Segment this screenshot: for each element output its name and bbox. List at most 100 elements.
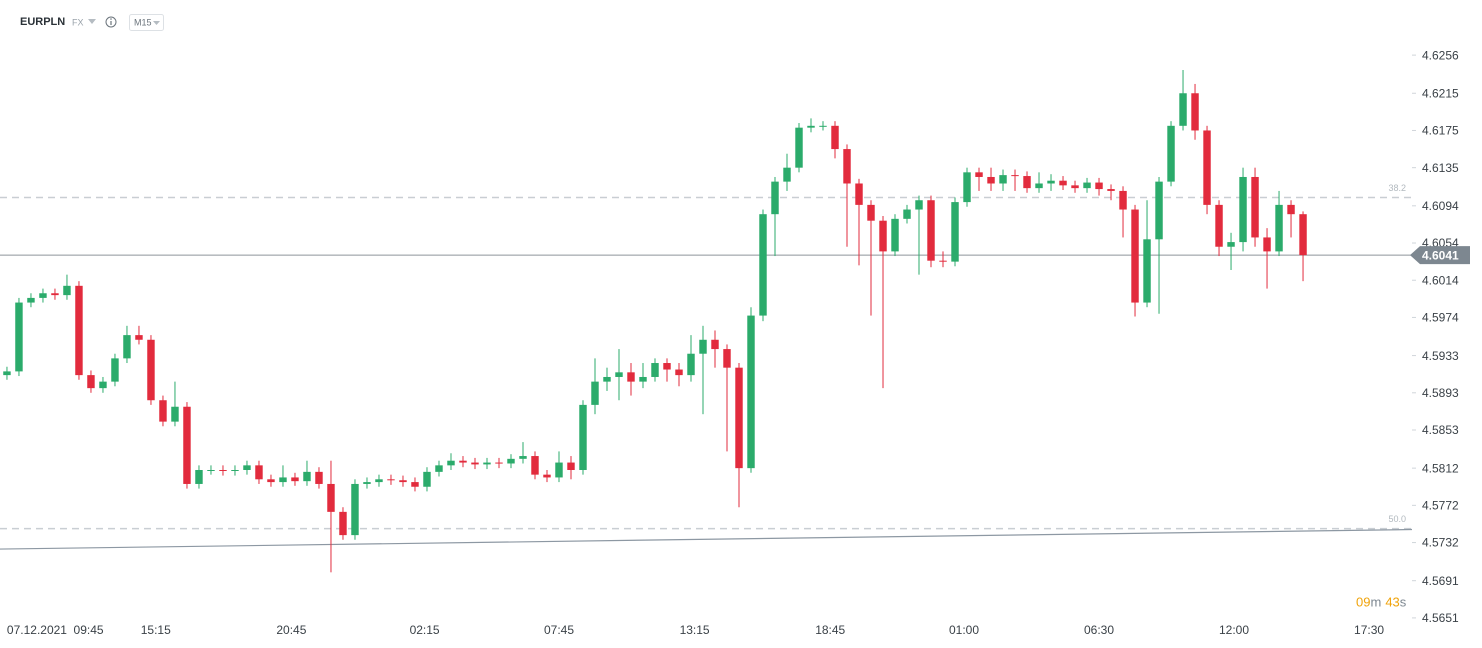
candle-body	[471, 462, 479, 465]
candle-body	[1083, 182, 1091, 189]
candle-body	[255, 465, 263, 480]
candle-body	[195, 470, 203, 484]
x-tick-label: 12:00	[1219, 623, 1249, 637]
candle-body	[351, 483, 359, 536]
candle-body	[63, 285, 71, 296]
candle-body	[783, 167, 791, 182]
level-label: 50.0	[1388, 514, 1406, 524]
candle-body	[1251, 176, 1259, 238]
candle-body	[1275, 204, 1283, 252]
candle-body	[699, 339, 707, 354]
candle-body	[687, 353, 695, 376]
candle-body	[423, 471, 431, 487]
candle-body	[1239, 176, 1247, 243]
candle-body	[1071, 185, 1079, 189]
candle-body	[1167, 125, 1175, 182]
candle-body	[387, 479, 395, 481]
candle-body	[1227, 242, 1235, 247]
x-tick-label: 20:45	[276, 623, 306, 637]
candle-body	[183, 406, 191, 484]
y-tick-label: 4.5651	[1422, 611, 1459, 625]
y-tick-label: 4.6014	[1422, 273, 1459, 287]
dropdown-arrow[interactable]	[88, 19, 96, 24]
candle-body	[831, 125, 839, 150]
symbol[interactable]: EURPLN	[20, 16, 65, 28]
candle-body	[147, 339, 155, 401]
candle-body	[1143, 239, 1151, 303]
candle-body	[459, 460, 467, 463]
candle-body	[243, 465, 251, 470]
candle-body	[999, 175, 1007, 184]
candle-body	[411, 482, 419, 487]
candle-body	[315, 471, 323, 484]
candle-body	[171, 406, 179, 422]
x-tick-label: 17:30	[1354, 623, 1384, 637]
candle-body	[39, 293, 47, 298]
candle-body	[483, 462, 491, 465]
candle-body	[591, 381, 599, 405]
candle-body	[1299, 214, 1307, 256]
candle-body	[963, 172, 971, 203]
candle-body	[1215, 204, 1223, 247]
candle-body	[987, 176, 995, 184]
level-label: 38.2	[1388, 183, 1406, 193]
candle-body	[927, 200, 935, 261]
candle-body	[615, 372, 623, 377]
x-tick-label: 13:15	[680, 623, 710, 637]
candle-body	[519, 456, 527, 459]
candle-body	[531, 456, 539, 475]
x-tick-label: 18:45	[815, 623, 845, 637]
candle-body	[819, 125, 827, 127]
candle-body	[1131, 209, 1139, 303]
candle-body	[135, 335, 143, 340]
current-price-tag	[1410, 246, 1470, 265]
candle-body	[807, 125, 815, 128]
candle-body	[1107, 189, 1115, 191]
candle-body	[867, 204, 875, 221]
candle-body	[123, 335, 131, 359]
y-tick-label: 4.5974	[1422, 311, 1459, 325]
candle-body	[735, 367, 743, 469]
candle-body	[567, 462, 575, 470]
timeframe-arrow	[153, 21, 160, 25]
candle-body	[903, 209, 911, 219]
candle-body	[1095, 182, 1103, 190]
timeframe: M15	[134, 17, 152, 27]
info-icon[interactable]	[105, 16, 117, 28]
candle-body	[87, 375, 95, 389]
candle-body	[543, 474, 551, 478]
x-tick-label: 06:30	[1084, 623, 1114, 637]
candle-body	[75, 285, 83, 376]
candle-body	[603, 376, 611, 382]
candle-body	[339, 511, 347, 536]
candle-body	[663, 363, 671, 370]
countdown-minutes: 09	[1356, 594, 1370, 609]
candle-body	[447, 460, 455, 466]
candle-body	[495, 462, 503, 464]
candle-body	[279, 477, 287, 483]
y-tick-label: 4.6094	[1422, 199, 1459, 213]
candle-body	[111, 358, 119, 382]
candle-body	[159, 400, 167, 422]
candle-body	[291, 477, 299, 482]
countdown-minutes-unit: m	[1370, 594, 1381, 609]
countdown-seconds-unit: s	[1400, 594, 1407, 609]
candle-body	[915, 200, 923, 210]
y-tick-label: 4.5812	[1422, 461, 1459, 475]
x-tick-label: 01:00	[949, 623, 979, 637]
y-tick-label: 4.6256	[1422, 48, 1459, 62]
candle-body	[3, 371, 11, 376]
candle-body	[651, 363, 659, 377]
candle-body	[99, 381, 107, 389]
candle-body	[51, 293, 59, 296]
candle-body	[435, 465, 443, 472]
candle-body	[27, 297, 35, 303]
x-tick-label: 02:15	[410, 623, 440, 637]
market: FX	[72, 17, 84, 27]
x-tick-label: 09:45	[74, 623, 104, 637]
candle-body	[1179, 93, 1187, 126]
candle-body	[627, 372, 635, 382]
candle-body	[555, 462, 563, 478]
timeframe-button[interactable]	[129, 14, 164, 31]
